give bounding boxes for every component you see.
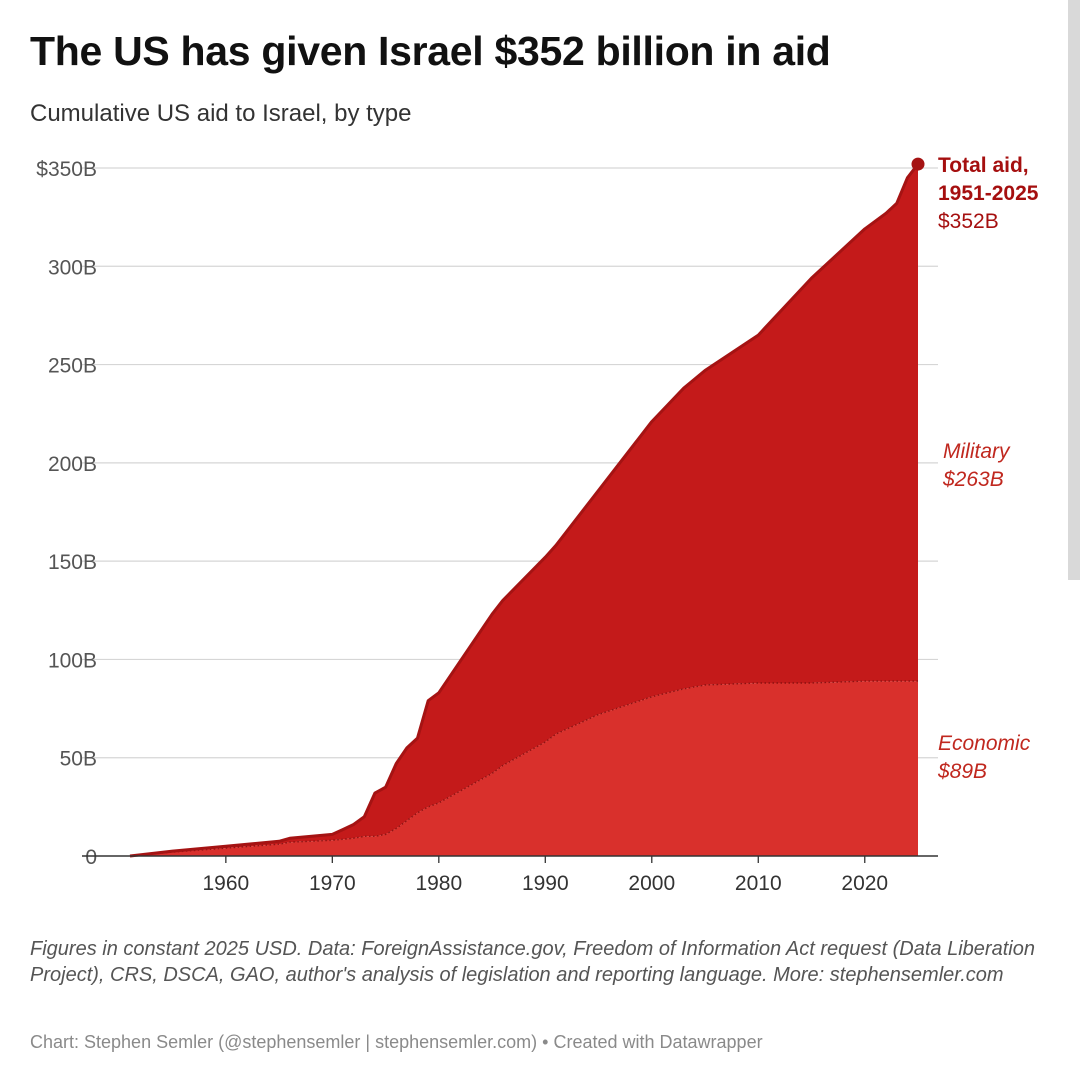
- x-tick-label: 1970: [309, 872, 356, 895]
- chart-credit: Chart: Stephen Semler (@stephensemler | …: [30, 1032, 763, 1052]
- total-value: $352B: [938, 210, 999, 233]
- x-tick-label: 2010: [735, 872, 782, 895]
- economic-label: Economic: [938, 732, 1031, 755]
- y-tick-label: 150B: [48, 551, 97, 574]
- military-value: $263B: [942, 468, 1004, 491]
- stacked-areas: [129, 157, 925, 858]
- x-axis: 1960 1970 1980 1990 2000 2010 2020: [82, 855, 938, 895]
- x-tick-label: 1960: [202, 872, 249, 895]
- y-tick-label: 50B: [60, 748, 97, 771]
- total-line: [129, 163, 920, 858]
- military-area: [130, 164, 918, 857]
- y-tick-label: 250B: [48, 355, 97, 378]
- y-tick-label: 200B: [48, 453, 97, 476]
- annotations: Total aid, 1951-2025 $352B Military $263…: [937, 154, 1039, 783]
- total-label-line2: 1951-2025: [938, 182, 1039, 205]
- x-tick-label: 1980: [415, 872, 462, 895]
- economic-area: [130, 681, 918, 856]
- y-tick-label: 100B: [48, 649, 97, 672]
- x-tick-label: 2000: [628, 872, 675, 895]
- total-endpoint-dot: [911, 157, 925, 171]
- economic-value: $89B: [937, 760, 987, 783]
- chart-notes: Figures in constant 2025 USD. Data: Fore…: [30, 938, 1035, 986]
- x-tick-label: 1990: [522, 872, 569, 895]
- y-tick-label: 300B: [48, 256, 97, 279]
- scrollbar[interactable]: [1068, 0, 1080, 580]
- y-tick-label: 0: [85, 846, 97, 869]
- y-tick-label: $350B: [36, 158, 97, 181]
- chart-subtitle: Cumulative US aid to Israel, by type: [30, 100, 412, 127]
- military-label: Military: [943, 440, 1011, 463]
- chart-title: The US has given Israel $352 billion in …: [30, 28, 831, 74]
- y-axis: 0 50B 100B 150B 200B 250B 300B $350B: [36, 158, 97, 869]
- x-tick-label: 2020: [841, 872, 888, 895]
- total-label-line1: Total aid,: [938, 154, 1029, 177]
